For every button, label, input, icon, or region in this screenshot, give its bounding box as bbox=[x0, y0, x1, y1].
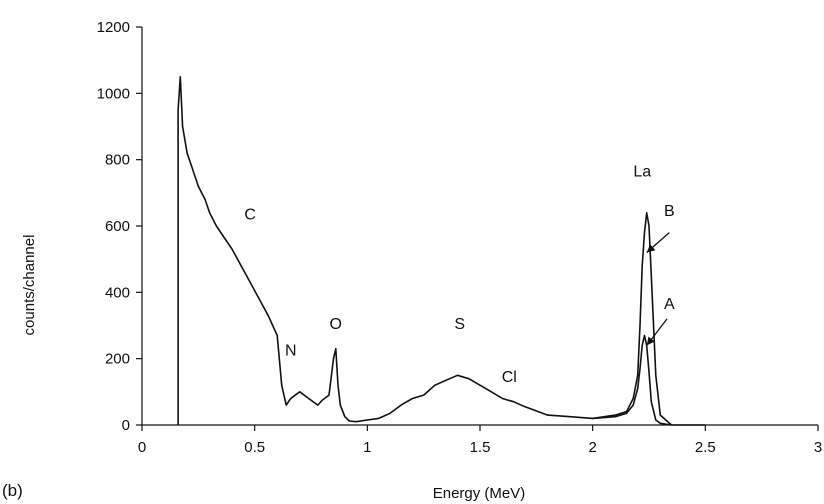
axes: 0 200 400 600 800 1000 1200 0 0.5 1 1.5 2 2.5 3 bbox=[97, 19, 823, 456]
peak-label-c: C bbox=[244, 206, 256, 223]
x-tick-label: 3 bbox=[814, 439, 822, 456]
y-axis-title: counts/channel bbox=[21, 235, 38, 336]
x-axis-title: Energy (MeV) bbox=[433, 485, 526, 502]
x-tick-label: 0 bbox=[138, 439, 146, 456]
peak-label-o: O bbox=[330, 316, 342, 333]
x-tick-label: 1.5 bbox=[470, 439, 491, 456]
series-layer bbox=[177, 76, 706, 426]
arrow-b-head bbox=[646, 244, 656, 253]
peak-label-cl: Cl bbox=[502, 369, 517, 386]
peak-label-s: S bbox=[454, 316, 465, 333]
peak-label-b: B bbox=[664, 203, 675, 220]
arrow-a-head bbox=[646, 336, 655, 346]
peak-label-la: La bbox=[633, 163, 651, 180]
y-tick-label: 1000 bbox=[97, 85, 130, 102]
x-tick-label: 1 bbox=[363, 439, 371, 456]
panel-label: (b) bbox=[2, 481, 23, 500]
y-tick-label: 600 bbox=[105, 218, 130, 235]
x-tick-label: 2.5 bbox=[695, 439, 716, 456]
spectrum-series-1 bbox=[177, 76, 706, 426]
peak-label-n: N bbox=[285, 342, 297, 359]
y-tick-label: 400 bbox=[105, 284, 130, 301]
annotation-layer: C N O S Cl La B A bbox=[244, 163, 675, 386]
y-tick-label: 800 bbox=[105, 152, 130, 169]
x-tick-label: 0.5 bbox=[244, 439, 265, 456]
y-tick-label: 1200 bbox=[97, 19, 130, 36]
spectrum-series-2 bbox=[592, 334, 672, 426]
peak-label-a: A bbox=[664, 296, 675, 313]
y-tick-label: 0 bbox=[122, 417, 130, 434]
y-tick-label: 200 bbox=[105, 351, 130, 368]
x-tick-label: 2 bbox=[588, 439, 596, 456]
